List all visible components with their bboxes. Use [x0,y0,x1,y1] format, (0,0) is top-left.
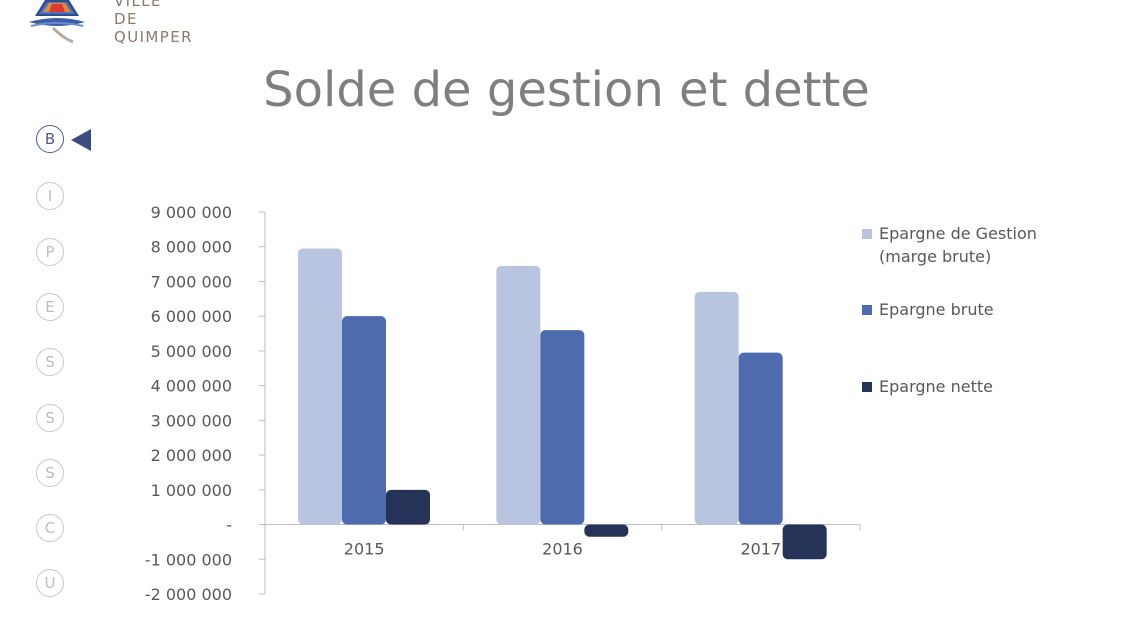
nav-item-e[interactable]: E [36,293,64,321]
legend-swatch [862,305,872,315]
bar [540,330,585,525]
x-tick-label: 2015 [344,540,385,559]
y-tick-label: -2 000 000 [145,585,232,604]
nav-item-c[interactable]: C [36,514,64,542]
y-tick-label: 9 000 000 [151,203,232,222]
bar [738,352,783,525]
legend-label: Epargne nette [879,377,993,396]
city-logo: VILLE DE QUIMPER [22,0,222,46]
nav-item-label: S [45,409,55,427]
y-tick-label: 2 000 000 [151,446,232,465]
bar [496,265,541,525]
y-tick-label: 5 000 000 [151,342,232,361]
nav-item-label: B [44,130,56,148]
nav-item-s2[interactable]: S [36,404,64,432]
nav-item-label: I [47,187,53,205]
logo-text-quimper: DE QUIMPER [114,10,193,46]
page-title-text: Solde de gestion et dette [263,62,870,118]
y-tick-label: 7 000 000 [151,272,232,291]
nav-item-u[interactable]: U [36,569,64,597]
nav-item-label: C [44,519,56,537]
nav-item-p[interactable]: P [36,238,64,266]
logo-text-ville: VILLE [114,0,162,10]
nav-item-label: E [45,298,55,316]
legend-swatch [862,382,872,392]
y-tick-label: 8 000 000 [151,238,232,257]
nav-item-i[interactable]: I [36,182,64,210]
city-emblem-icon [29,0,85,44]
y-tick-label: 3 000 000 [151,411,232,430]
nav-item-label: U [44,574,56,592]
bar [782,524,827,560]
y-tick-label: 1 000 000 [151,481,232,500]
legend-label: Epargne brute [879,300,994,319]
nav-item-b[interactable]: B [36,125,64,153]
legend-label: Epargne de Gestion (marge brute) [879,224,1037,266]
nav-item-label: P [45,243,55,261]
y-tick-label: 6 000 000 [151,307,232,326]
nav-item-label: S [45,353,55,371]
y-tick-label: -1 000 000 [145,550,232,569]
bar [584,524,629,537]
bar [342,316,386,525]
y-tick-label: 4 000 000 [151,377,232,396]
legend-swatch [862,229,872,239]
active-section-arrow-icon [71,129,91,151]
bar [694,291,739,525]
page-title: Solde de gestion et dette [0,62,1125,118]
x-tick-label: 2016 [542,540,583,559]
bar [386,489,430,525]
nav-item-s3[interactable]: S [36,459,64,487]
x-tick-label: 2017 [740,540,781,559]
bar [298,248,342,525]
nav-item-s1[interactable]: S [36,348,64,376]
y-tick-label: - [226,516,232,535]
nav-item-label: S [45,464,55,482]
